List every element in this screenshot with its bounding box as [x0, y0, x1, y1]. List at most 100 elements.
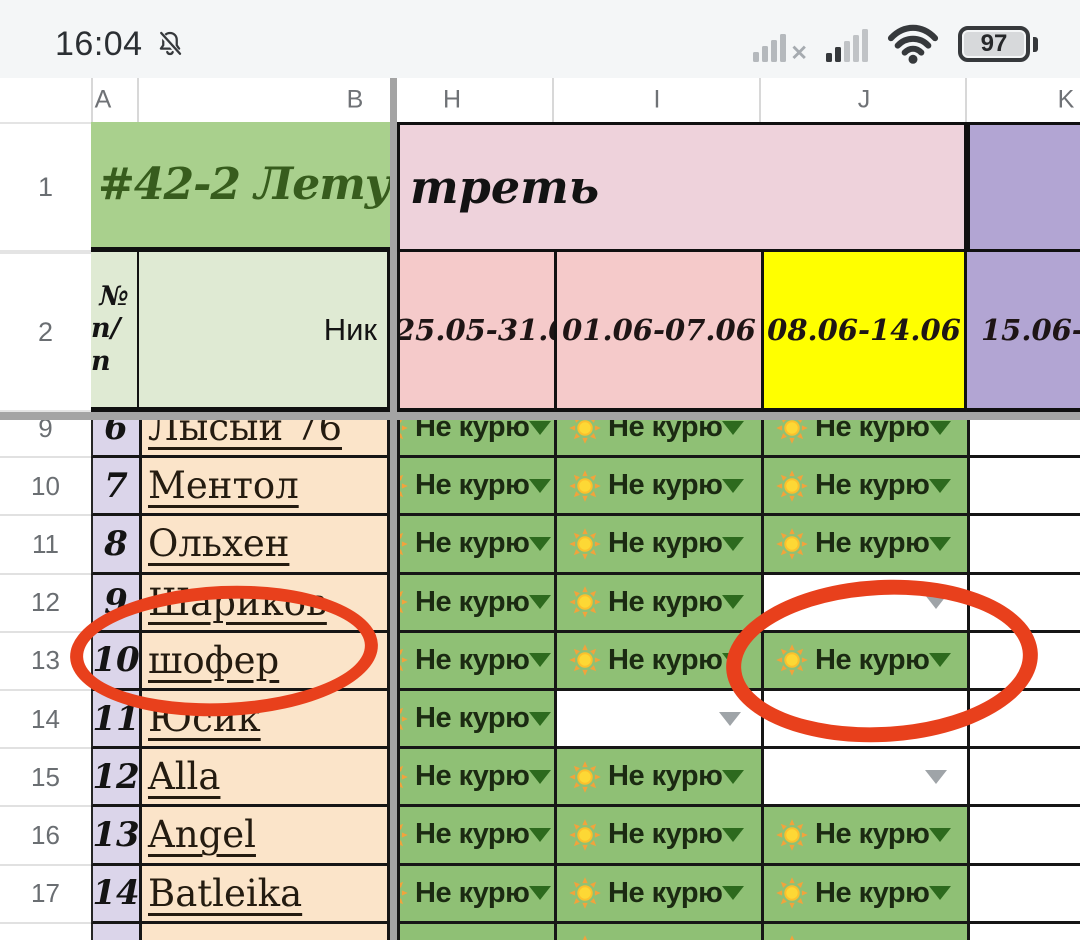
cell-B2-nick-header[interactable]: Ник: [139, 252, 390, 412]
cell-J2-week-header[interactable]: 08.06-14.06: [761, 252, 967, 412]
dropdown-arrow-icon[interactable]: [529, 886, 552, 901]
dropdown-arrow-icon[interactable]: [722, 478, 745, 493]
cell-I2-week-header[interactable]: 01.06-07.06: [554, 252, 761, 412]
dropdown-arrow-icon[interactable]: [929, 827, 952, 842]
cell-J11-snk[interactable]: Не курю: [761, 516, 967, 575]
cell-J18-snk[interactable]: Не курю: [761, 923, 967, 940]
dropdown-arrow-icon[interactable]: [719, 711, 741, 726]
cell-title-right[interactable]: треть: [397, 122, 967, 252]
cell-nick[interactable]: Ольхен: [139, 516, 390, 575]
cell-I10-snk[interactable]: Не курю: [554, 458, 761, 517]
cell-number[interactable]: 14: [91, 865, 139, 924]
cell-K10-empty[interactable]: [967, 458, 1080, 517]
cell-nick[interactable]: Batleika: [139, 865, 390, 924]
cell-K2-week-header[interactable]: 15.06-2: [967, 252, 1080, 412]
dropdown-arrow-icon[interactable]: [529, 595, 552, 610]
dropdown-arrow-icon[interactable]: [929, 536, 952, 551]
cell-number[interactable]: 12: [91, 749, 139, 808]
cell-J12-arrow[interactable]: [761, 574, 967, 633]
dropdown-arrow-icon[interactable]: [529, 478, 552, 493]
nick-link[interactable]: Angel: [148, 813, 256, 857]
cell-A2-number-header[interactable]: № п/п: [91, 252, 139, 412]
dropdown-arrow-icon[interactable]: [925, 595, 947, 610]
cell-J13-snk[interactable]: Не курю: [761, 632, 967, 691]
cell-number[interactable]: 7: [91, 458, 139, 517]
cell-nick[interactable]: Ментол: [139, 458, 390, 517]
cell-K12-empty[interactable]: [967, 574, 1080, 633]
dropdown-arrow-icon[interactable]: [722, 886, 745, 901]
cell-K17-empty[interactable]: [967, 865, 1080, 924]
cell-H16-nk[interactable]: Не курю: [397, 807, 554, 866]
cell-K16-empty[interactable]: [967, 807, 1080, 866]
dropdown-arrow-icon[interactable]: [929, 886, 952, 901]
cell-J10-snk[interactable]: Не курю: [761, 458, 967, 517]
cell-nick[interactable]: [139, 923, 390, 940]
column-header-A[interactable]: A: [94, 85, 112, 114]
dropdown-arrow-icon[interactable]: [929, 478, 952, 493]
dropdown-arrow-icon[interactable]: [722, 653, 745, 668]
cell-number[interactable]: 8: [91, 516, 139, 575]
cell-K1[interactable]: [967, 122, 1080, 252]
cell-nick[interactable]: шофер: [139, 632, 390, 691]
row-header-11[interactable]: 11: [0, 516, 91, 575]
cell-K11-empty[interactable]: [967, 516, 1080, 575]
cell-H13-nk[interactable]: Не курю: [397, 632, 554, 691]
cell-I15-snk[interactable]: Не курю: [554, 749, 761, 808]
cell-H2-week-header[interactable]: 25.05-31.05: [397, 252, 554, 412]
row-header-1[interactable]: 1: [0, 122, 91, 252]
cell-J17-snk[interactable]: Не курю: [761, 865, 967, 924]
row-header-17[interactable]: 17: [0, 865, 91, 924]
cell-title-left[interactable]: #42-2 Летучая: [91, 122, 390, 252]
cell-K15-empty[interactable]: [967, 749, 1080, 808]
dropdown-arrow-icon[interactable]: [722, 420, 745, 435]
cell-I11-snk[interactable]: Не курю: [554, 516, 761, 575]
nick-link[interactable]: Юсик: [148, 697, 261, 741]
cell-K18-empty[interactable]: [967, 923, 1080, 940]
dropdown-arrow-icon[interactable]: [722, 536, 745, 551]
row-header-15[interactable]: 15: [0, 749, 91, 808]
column-header-I[interactable]: I: [653, 85, 661, 114]
dropdown-arrow-icon[interactable]: [929, 420, 952, 435]
row-header-16[interactable]: 16: [0, 807, 91, 866]
cell-nick[interactable]: Шариков: [139, 574, 390, 633]
cell-number[interactable]: 13: [91, 807, 139, 866]
dropdown-arrow-icon[interactable]: [529, 769, 552, 784]
cell-nick[interactable]: Юсик: [139, 690, 390, 750]
row-header-10[interactable]: 10: [0, 458, 91, 517]
cell-H11-nk[interactable]: Не курю: [397, 516, 554, 575]
nick-link[interactable]: Шариков: [148, 580, 327, 624]
cell-I17-snk[interactable]: Не курю: [554, 865, 761, 924]
row-header-12[interactable]: 12: [0, 574, 91, 633]
nick-link[interactable]: Ментол: [148, 464, 299, 508]
cell-H17-nk[interactable]: Не курю: [397, 865, 554, 924]
cell-J14-empty[interactable]: [761, 690, 967, 750]
cell-J15-arrow[interactable]: [761, 749, 967, 808]
row-header-18[interactable]: 18: [0, 923, 91, 940]
nick-link[interactable]: Ольхен: [148, 522, 290, 566]
cell-number[interactable]: 10: [91, 632, 139, 691]
cell-nick[interactable]: Angel: [139, 807, 390, 866]
row-header-13[interactable]: 13: [0, 632, 91, 691]
cell-H18-nk[interactable]: Не курю: [397, 923, 554, 940]
column-header-H[interactable]: H: [442, 85, 462, 114]
cell-H10-nk[interactable]: Не курю: [397, 458, 554, 517]
dropdown-arrow-icon[interactable]: [925, 769, 947, 784]
cell-nick[interactable]: Alla: [139, 749, 390, 808]
row-header-2[interactable]: 2: [0, 252, 91, 412]
dropdown-arrow-icon[interactable]: [529, 420, 552, 435]
dropdown-arrow-icon[interactable]: [929, 653, 952, 668]
cell-I18-snk[interactable]: Не курю: [554, 923, 761, 940]
cell-number[interactable]: [91, 923, 139, 940]
cell-I13-snk[interactable]: Не курю: [554, 632, 761, 691]
cell-I14-arrow[interactable]: [554, 690, 761, 750]
cell-number[interactable]: 9: [91, 574, 139, 633]
row-header-14[interactable]: 14: [0, 690, 91, 750]
column-header-K[interactable]: K: [1057, 85, 1075, 114]
cell-H14-nk[interactable]: Не курю: [397, 690, 554, 750]
dropdown-arrow-icon[interactable]: [722, 595, 745, 610]
dropdown-arrow-icon[interactable]: [529, 653, 552, 668]
cell-J16-snk[interactable]: Не курю: [761, 807, 967, 866]
nick-link[interactable]: шофер: [148, 638, 280, 682]
column-header-J[interactable]: J: [857, 85, 871, 114]
dropdown-arrow-icon[interactable]: [529, 711, 552, 726]
